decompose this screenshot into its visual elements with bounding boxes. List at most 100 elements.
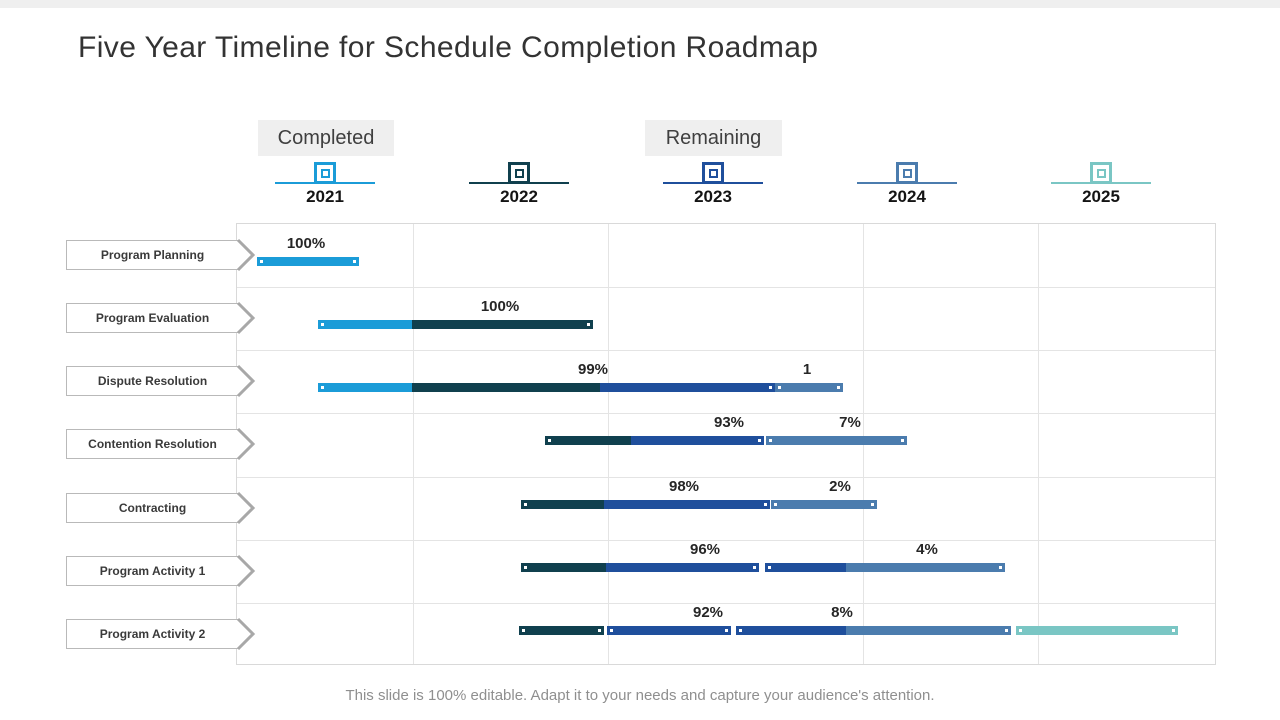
bar-segment	[523, 626, 600, 635]
task-label: Contention Resolution	[66, 429, 238, 459]
task-arrow-icon	[236, 238, 258, 272]
bar-segment	[606, 563, 754, 572]
bar-handle-dot	[778, 386, 781, 389]
task-row-label: Program Activity 1	[0, 554, 260, 590]
bar-handle-dot	[1019, 629, 1022, 632]
bar-handle	[521, 500, 530, 509]
bar-handle	[775, 383, 784, 392]
bar-handle-dot	[999, 566, 1002, 569]
bar-handle-dot	[725, 629, 728, 632]
bar-handle	[1002, 626, 1011, 635]
page-title: Five Year Timeline for Schedule Completi…	[78, 31, 819, 64]
bar-handle-dot	[871, 503, 874, 506]
bar-handle-dot	[769, 439, 772, 442]
task-arrow-icon	[236, 554, 258, 588]
bar-value-label: 93%	[713, 414, 745, 431]
bar-handle	[868, 500, 877, 509]
task-arrow-icon	[236, 364, 258, 398]
top-strip	[0, 0, 1280, 8]
bar-handle	[765, 563, 774, 572]
year-milestone-inner-icon	[320, 168, 330, 178]
bar-handle-dot	[769, 386, 772, 389]
task-label: Program Activity 1	[66, 556, 238, 586]
bar-segment	[631, 436, 759, 445]
bar-handle	[898, 436, 907, 445]
bar-handle	[584, 320, 593, 329]
bar-handle-dot	[548, 439, 551, 442]
bar-handle	[521, 563, 530, 572]
task-label: Program Evaluation	[66, 303, 238, 333]
bar-handle	[595, 626, 604, 635]
bar-segment	[846, 563, 1001, 572]
bar-handle	[755, 436, 764, 445]
bar-segment	[604, 500, 766, 509]
bar-handle	[771, 500, 780, 509]
bar-handle	[1016, 626, 1025, 635]
year-milestone-inner-icon	[1096, 168, 1106, 178]
bar-segment	[779, 383, 838, 392]
bar-segment	[322, 320, 412, 329]
year-label: 2021	[306, 187, 344, 206]
bar-handle	[996, 563, 1005, 572]
task-label: Dispute Resolution	[66, 366, 238, 396]
bar-value-label: 99%	[577, 361, 609, 378]
year-milestone-icon	[314, 162, 336, 184]
year-item: 2025	[1041, 160, 1161, 210]
bar-value-label: 92%	[692, 604, 724, 621]
task-arrow-icon	[236, 491, 258, 525]
bar-value-label: 2%	[829, 478, 851, 495]
task-row-label: Contention Resolution	[0, 427, 260, 463]
bar-value-label: 4%	[916, 541, 938, 558]
grid-hline	[237, 350, 1215, 351]
grid-vline	[412, 224, 414, 664]
year-item: 2022	[459, 160, 579, 210]
year-label: 2024	[888, 187, 926, 206]
bar-handle-dot	[764, 503, 767, 506]
bar-handle	[318, 383, 327, 392]
bar-handle-dot	[837, 386, 840, 389]
bar-handle-dot	[753, 566, 756, 569]
task-row-label: Contracting	[0, 491, 260, 527]
bar-value-label: 1	[802, 361, 812, 378]
year-item: 2021	[265, 160, 385, 210]
task-row-label: Program Evaluation	[0, 301, 260, 337]
year-item: 2024	[847, 160, 967, 210]
bar-handle-dot	[321, 323, 324, 326]
bar-handle	[766, 436, 775, 445]
bar-value-label: 100%	[286, 235, 326, 252]
bar-handle-dot	[321, 386, 324, 389]
bar-segment	[1020, 626, 1174, 635]
bar-handle-dot	[524, 503, 527, 506]
bar-segment	[769, 563, 846, 572]
year-item: 2023	[653, 160, 773, 210]
task-arrow-icon	[236, 427, 258, 461]
bar-handle	[350, 257, 359, 266]
bar-handle	[1169, 626, 1178, 635]
grid-hline	[237, 603, 1215, 604]
year-milestone-icon	[1090, 162, 1112, 184]
bar-segment	[412, 383, 600, 392]
bar-handle-dot	[598, 629, 601, 632]
bar-handle	[761, 500, 770, 509]
bar-handle	[736, 626, 745, 635]
bar-handle	[519, 626, 528, 635]
bar-handle-dot	[1172, 629, 1175, 632]
bar-segment	[600, 383, 770, 392]
bar-handle-dot	[1005, 629, 1008, 632]
year-milestone-icon	[508, 162, 530, 184]
bar-handle	[766, 383, 775, 392]
task-label: Contracting	[66, 493, 238, 523]
bar-segment	[525, 563, 606, 572]
bar-value-label: 7%	[839, 414, 861, 431]
bar-value-label: 100%	[480, 298, 520, 315]
task-row-label: Program Planning	[0, 238, 260, 274]
bar-handle	[750, 563, 759, 572]
bar-handle-dot	[768, 566, 771, 569]
bar-handle-dot	[774, 503, 777, 506]
year-milestone-icon	[702, 162, 724, 184]
bar-value-label: 96%	[689, 541, 721, 558]
bar-handle-dot	[353, 260, 356, 263]
task-row-label: Dispute Resolution	[0, 364, 260, 400]
bar-handle	[318, 320, 327, 329]
legend-remaining-chip: Remaining	[645, 120, 782, 156]
